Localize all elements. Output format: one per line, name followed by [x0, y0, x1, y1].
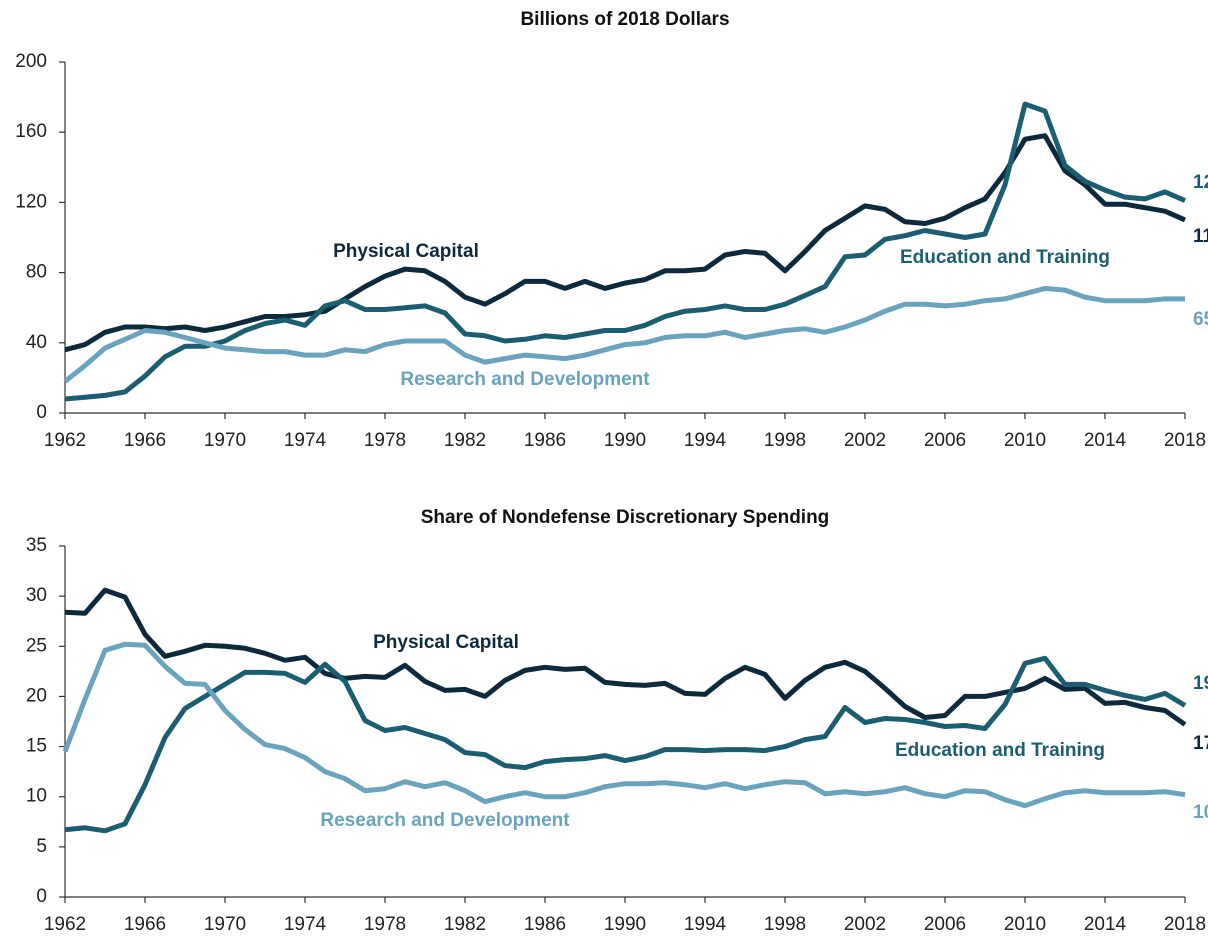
y-tick-label: 15: [26, 736, 47, 757]
y-tick-label: 35: [26, 535, 47, 556]
x-tick-label: 1982: [444, 914, 486, 935]
y-tick-label: 25: [26, 635, 47, 656]
x-tick-label: 2014: [1084, 914, 1127, 935]
x-tick-label: 1974: [284, 430, 327, 451]
x-tick-label: 1986: [524, 430, 566, 451]
series-label: Physical Capital: [333, 241, 479, 262]
x-tick-label: 2010: [1004, 430, 1046, 451]
x-tick-label: 1990: [604, 914, 646, 935]
y-tick-label: 40: [26, 332, 47, 353]
y-tick-label: 80: [26, 262, 47, 283]
y-tick-label: 0: [36, 402, 47, 423]
x-tick-label: 2006: [924, 914, 966, 935]
x-tick-label: 1970: [204, 430, 246, 451]
x-tick-label: 2002: [844, 914, 886, 935]
x-tick-label: 1982: [444, 430, 486, 451]
series-label: Physical Capital: [373, 632, 519, 653]
chart-title: Share of Nondefense Discretionary Spendi…: [421, 507, 830, 528]
end-value-label: 65: [1193, 309, 1208, 330]
x-tick-label: 1998: [764, 430, 806, 451]
end-value-label: 19.1: [1193, 673, 1208, 694]
y-tick-label: 5: [36, 836, 47, 857]
series-line: [64, 133, 1186, 353]
x-tick-label: 1970: [204, 914, 246, 935]
y-tick-label: 10: [26, 786, 47, 807]
end-value-label: 10.2: [1193, 802, 1208, 823]
y-tick-label: 30: [26, 585, 47, 606]
x-tick-label: 1974: [284, 914, 327, 935]
x-tick-label: 2002: [844, 430, 886, 451]
x-tick-label: 2014: [1084, 430, 1127, 451]
x-tick-label: 1978: [364, 430, 406, 451]
x-tick-label: 1978: [364, 914, 406, 935]
series-label: Research and Development: [320, 810, 570, 831]
y-tick-label: 200: [15, 51, 47, 72]
x-tick-label: 1962: [44, 430, 86, 451]
series-line: [63, 285, 1185, 384]
series-line: [64, 101, 1186, 402]
x-tick-label: 1994: [684, 430, 727, 451]
x-tick-label: 1966: [124, 430, 166, 451]
series-line: [62, 641, 1186, 809]
end-value-label: 17.2: [1193, 733, 1208, 754]
end-value-label: 110: [1193, 226, 1208, 247]
series-label: Research and Development: [400, 369, 650, 390]
series-label: Education and Training: [895, 740, 1105, 761]
x-tick-label: 1998: [764, 914, 806, 935]
end-value-label: 121: [1193, 172, 1208, 193]
x-tick-label: 2018: [1164, 430, 1206, 451]
x-tick-label: 1966: [124, 914, 166, 935]
y-tick-label: 120: [15, 191, 47, 212]
series-label: Education and Training: [900, 247, 1110, 268]
y-tick-label: 20: [26, 685, 47, 706]
x-tick-label: 2018: [1164, 914, 1206, 935]
x-tick-label: 1962: [44, 914, 86, 935]
x-tick-label: 1994: [684, 914, 727, 935]
x-tick-label: 1990: [604, 430, 646, 451]
x-tick-label: 2006: [924, 430, 966, 451]
x-tick-label: 1986: [524, 914, 566, 935]
y-tick-label: 160: [15, 121, 47, 142]
x-tick-label: 2010: [1004, 914, 1046, 935]
chart-title: Billions of 2018 Dollars: [520, 9, 729, 30]
series-line: [64, 655, 1187, 834]
y-tick-label: 0: [36, 886, 47, 907]
series-line: [64, 587, 1187, 727]
